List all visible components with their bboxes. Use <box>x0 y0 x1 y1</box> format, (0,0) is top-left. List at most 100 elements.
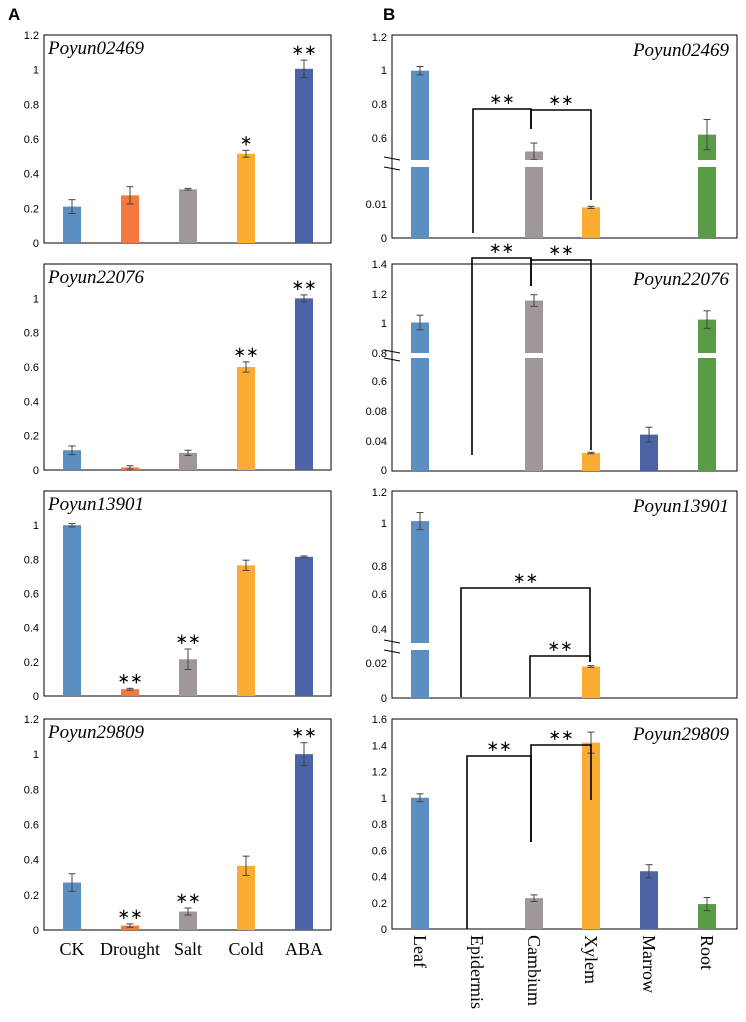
y-tick-label: 0 <box>33 238 39 250</box>
axis-break-mark <box>383 349 401 354</box>
y-tick-label: 1.2 <box>372 767 387 779</box>
axis-break-gap <box>393 353 736 358</box>
significance-mark: ∗∗ <box>486 737 511 755</box>
y-tick-label: 0.01 <box>366 199 387 211</box>
y-tick-label: 0 <box>33 925 39 937</box>
gene-title: Poyun29809 <box>47 722 145 743</box>
bar <box>525 300 543 471</box>
bar <box>525 898 543 929</box>
bar <box>295 754 313 930</box>
y-tick-label: 0 <box>381 924 387 936</box>
bar <box>237 865 255 930</box>
significance-mark: ∗∗ <box>233 343 258 361</box>
y-tick-label: 1 <box>33 520 39 532</box>
bar <box>63 450 81 470</box>
x-category-label: Root <box>697 935 717 970</box>
panel-label-a: A <box>8 5 20 24</box>
y-tick-label: 0.6 <box>372 589 387 601</box>
bar <box>237 565 255 696</box>
y-tick-label: 0.2 <box>372 898 387 910</box>
y-tick-label: 1 <box>33 293 39 305</box>
chart-frame <box>391 34 738 239</box>
x-category-label: Cold <box>228 939 263 959</box>
y-tick-label: 0.8 <box>372 348 387 360</box>
bar <box>582 207 600 238</box>
y-tick-label: 0.8 <box>372 561 387 573</box>
bar <box>121 195 139 243</box>
y-tick-label: 0.02 <box>366 658 387 670</box>
y-tick-label: 1.2 <box>372 487 387 499</box>
panel-label-b: B <box>383 5 395 24</box>
x-category-label: Leaf <box>410 935 430 968</box>
y-tick-label: 0.8 <box>24 328 39 340</box>
significance-mark: ∗∗ <box>291 276 316 294</box>
chart-frame <box>391 263 738 472</box>
bar <box>295 556 313 696</box>
y-tick-label: 1.4 <box>372 740 387 752</box>
y-tick-label: 0 <box>381 233 387 245</box>
significance-mark: ∗∗ <box>117 905 142 923</box>
y-tick-label: 0.8 <box>372 819 387 831</box>
bar <box>179 911 197 930</box>
y-tick-label: 0.8 <box>372 99 387 111</box>
significance-mark: ∗∗ <box>548 726 573 744</box>
significance-bracket <box>460 587 591 697</box>
bar <box>411 797 429 929</box>
y-tick-label: 0.08 <box>366 406 387 418</box>
bar <box>411 322 429 471</box>
gene-title: Poyun13901 <box>632 496 729 517</box>
bar <box>525 151 543 238</box>
axis-break-gap <box>393 160 736 167</box>
y-tick-label: 0.2 <box>24 657 39 669</box>
significance-mark: ∗∗ <box>489 239 514 257</box>
y-tick-label: 1 <box>381 318 387 330</box>
y-tick-label: 1.2 <box>372 32 387 44</box>
y-tick-label: 1 <box>33 749 39 761</box>
y-tick-label: 0.6 <box>24 589 39 601</box>
significance-mark: ∗∗ <box>513 569 538 587</box>
axis-break-mark <box>383 156 401 161</box>
axis-break-mark <box>383 649 401 654</box>
charts-layer: 00.20.40.60.811.2Poyun02469∗∗∗00.20.40.6… <box>24 30 738 1009</box>
bar <box>63 882 81 930</box>
significance-mark: ∗∗ <box>291 724 316 742</box>
x-category-label: Marrow <box>639 935 659 993</box>
bar <box>640 871 658 929</box>
axis-break-gap <box>393 643 736 650</box>
bar <box>698 904 716 929</box>
gene-title: Poyun02469 <box>632 40 730 61</box>
y-tick-label: 0.4 <box>24 855 39 867</box>
y-tick-label: 0.6 <box>24 820 39 832</box>
significance-bracket <box>472 108 532 233</box>
gene-title: Poyun22076 <box>47 267 145 288</box>
y-tick-label: 0.6 <box>24 362 39 374</box>
y-tick-label: 0.6 <box>372 133 387 145</box>
significance-mark: ∗∗ <box>548 91 573 109</box>
y-tick-label: 0.4 <box>372 872 387 884</box>
axis-break-mark <box>383 639 401 644</box>
y-tick-label: 1 <box>33 65 39 77</box>
significance-mark: ∗ <box>240 131 253 149</box>
chart-frame <box>43 263 332 471</box>
y-tick-label: 0.4 <box>24 396 39 408</box>
axis-break-mark <box>383 357 401 362</box>
bar <box>698 319 716 471</box>
y-tick-label: 0 <box>381 693 387 705</box>
bar <box>582 742 600 929</box>
y-tick-label: 1 <box>381 793 387 805</box>
y-tick-label: 1.6 <box>372 714 387 726</box>
y-tick-label: 0.2 <box>24 431 39 443</box>
gene-title: Poyun02469 <box>47 38 145 59</box>
gene-title: Poyun22076 <box>632 269 730 290</box>
significance-bracket <box>529 655 591 697</box>
bar <box>237 153 255 243</box>
significance-mark: ∗∗ <box>117 669 142 687</box>
y-tick-label: 0.8 <box>24 554 39 566</box>
y-tick-label: 0.2 <box>24 890 39 902</box>
y-tick-label: 1.4 <box>372 259 387 271</box>
significance-mark: ∗∗ <box>175 889 200 907</box>
y-tick-label: 1 <box>381 518 387 530</box>
y-tick-label: 1.2 <box>372 289 387 301</box>
chart-frame <box>391 718 738 930</box>
bar <box>582 453 600 471</box>
